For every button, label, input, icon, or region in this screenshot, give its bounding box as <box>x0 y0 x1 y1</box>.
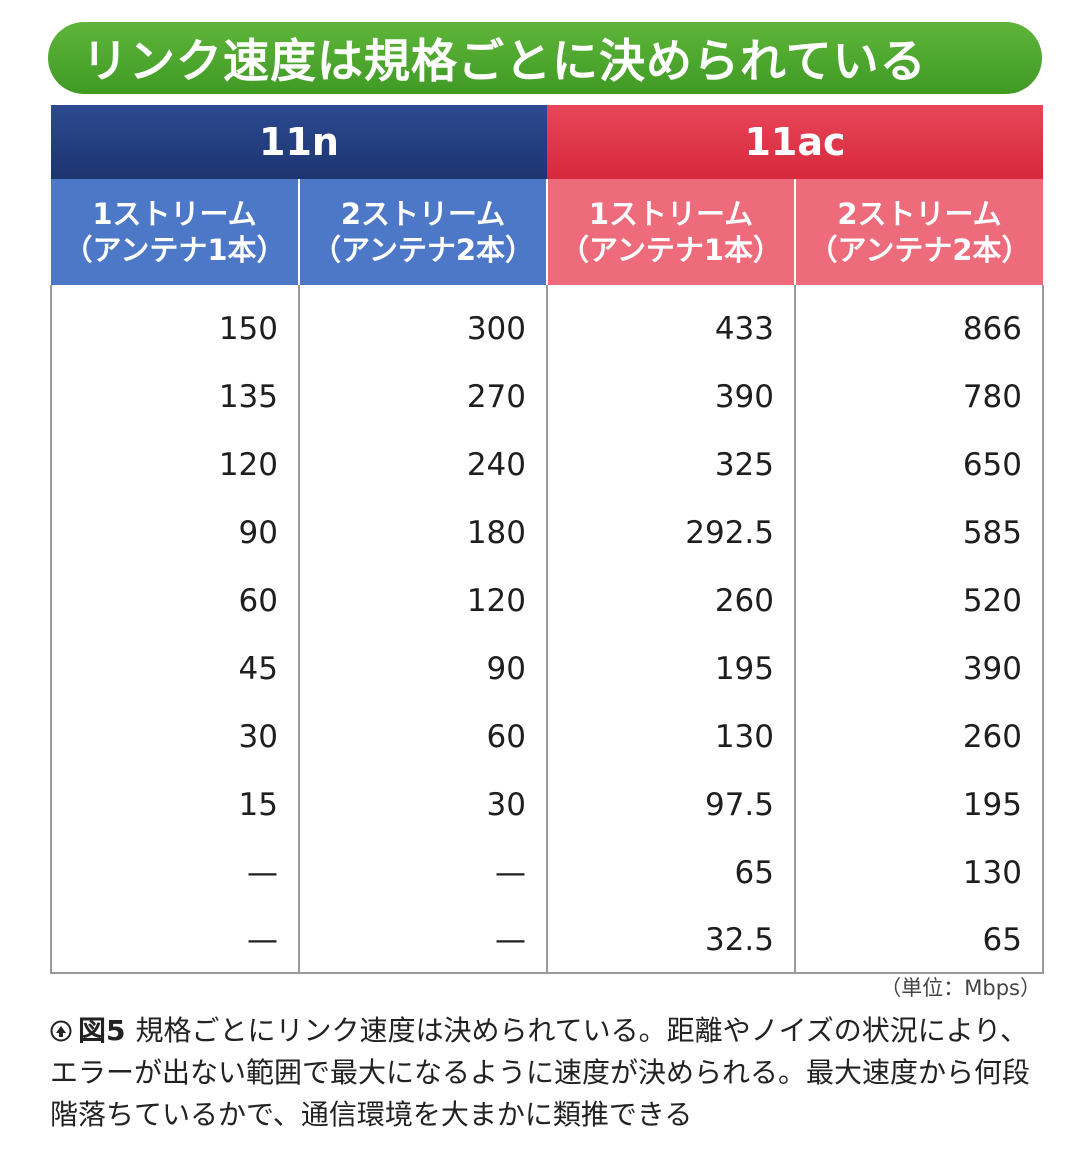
table-cell: 30 <box>298 771 548 839</box>
table-cell: 260 <box>546 567 796 635</box>
figure-caption: 図5 規格ごとにリンク速度は決められている。距離やノイズの状況により、エラーが出な… <box>50 1010 1045 1136</box>
table-cell: 866 <box>794 285 1044 363</box>
subheader-label: 2ストリーム <box>837 197 1002 231</box>
table-cell: 260 <box>794 703 1044 771</box>
table-cell: 130 <box>546 703 796 771</box>
table-cell: 180 <box>298 499 548 567</box>
table-cell: 520 <box>794 567 1044 635</box>
header-11n: 11n <box>51 105 547 179</box>
table-cell: 32.5 <box>546 907 796 974</box>
subheader-11ac-1stream: 1ストリーム （アンテナ1本） <box>546 179 795 285</box>
table-cell: — <box>50 839 300 907</box>
table-row: 30 60 130 260 <box>50 703 1044 771</box>
table-cell: 15 <box>50 771 300 839</box>
table-cell: 45 <box>50 635 300 703</box>
subheader-11n-2stream: 2ストリーム （アンテナ2本） <box>298 179 547 285</box>
figure-marker-icon <box>50 1020 72 1042</box>
table-row: 135 270 390 780 <box>50 363 1044 431</box>
table-cell: 780 <box>794 363 1044 431</box>
table-cell: 195 <box>546 635 796 703</box>
table-cell: 325 <box>546 431 796 499</box>
table-cell: 390 <box>794 635 1044 703</box>
table-row: 15 30 97.5 195 <box>50 771 1044 839</box>
table-row: 150 300 433 866 <box>50 285 1044 363</box>
subheader-label: 1ストリーム <box>588 197 754 231</box>
table-cell: 585 <box>794 499 1044 567</box>
table-cell: 130 <box>794 839 1044 907</box>
title-banner: リンク速度は規格ごとに決められている <box>48 22 1042 94</box>
table-cell: 150 <box>50 285 300 363</box>
table-cell: 300 <box>298 285 548 363</box>
table-cell: 30 <box>50 703 300 771</box>
table-cell: 292.5 <box>546 499 796 567</box>
link-speed-table: 11n 11ac 1ストリーム （アンテナ1本） 2ストリーム （アンテナ2本）… <box>50 105 1044 974</box>
table-cell: 120 <box>50 431 300 499</box>
table-row: — — 65 130 <box>50 839 1044 907</box>
table-cell: 270 <box>298 363 548 431</box>
table-cell: — <box>298 907 548 974</box>
header-11ac: 11ac <box>547 105 1043 179</box>
caption-text: 規格ごとにリンク速度は決められている。距離やノイズの状況により、エラーが出ない範… <box>50 1014 1031 1131</box>
subheader-note: （アンテナ1本） <box>559 233 783 267</box>
table-cell: 65 <box>794 907 1044 974</box>
table-cell: 390 <box>546 363 796 431</box>
table-cell: 90 <box>50 499 300 567</box>
subheader-note: （アンテナ1本） <box>63 233 286 267</box>
table-cell: 60 <box>298 703 548 771</box>
table-row: — — 32.5 65 <box>50 907 1044 974</box>
table-cell: 90 <box>298 635 548 703</box>
subheader-note: （アンテナ2本） <box>311 233 535 267</box>
table-cell: — <box>50 907 300 974</box>
table-cell: 433 <box>546 285 796 363</box>
table-cell: 60 <box>50 567 300 635</box>
table-cell: 195 <box>794 771 1044 839</box>
subheader-label: 2ストリーム <box>340 197 506 231</box>
table-cell: 65 <box>546 839 796 907</box>
table-cell: 97.5 <box>546 771 796 839</box>
table-row: 90 180 292.5 585 <box>50 499 1044 567</box>
table-row: 60 120 260 520 <box>50 567 1044 635</box>
table-cell: — <box>298 839 548 907</box>
subheader-11ac-2stream: 2ストリーム （アンテナ2本） <box>794 179 1043 285</box>
figure-label: 図5 <box>78 1014 126 1047</box>
table-cell: 240 <box>298 431 548 499</box>
table-row: 45 90 195 390 <box>50 635 1044 703</box>
table-cell: 650 <box>794 431 1044 499</box>
subheader-11n-1stream: 1ストリーム （アンテナ1本） <box>51 179 299 285</box>
page-title: リンク速度は規格ごとに決められている <box>82 34 927 88</box>
table-row: 120 240 325 650 <box>50 431 1044 499</box>
subheader-note: （アンテナ2本） <box>808 233 1031 267</box>
unit-note: （単位：Mbps） <box>880 976 1041 1000</box>
subheader-label: 1ストリーム <box>92 197 257 231</box>
table-cell: 120 <box>298 567 548 635</box>
table-cell: 135 <box>50 363 300 431</box>
